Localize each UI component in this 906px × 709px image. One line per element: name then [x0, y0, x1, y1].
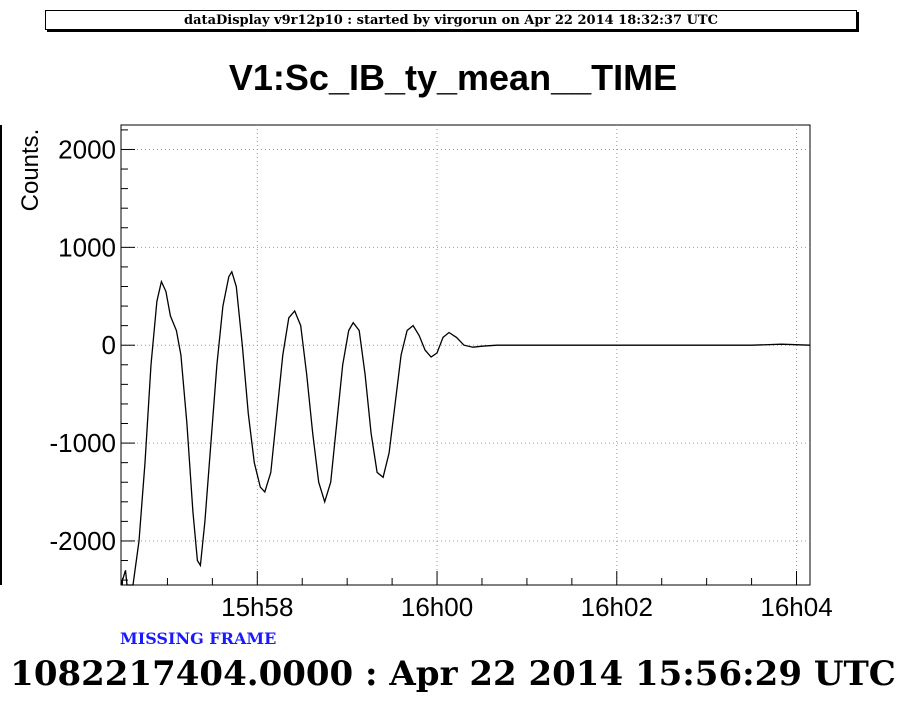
left-edge-bar: [0, 125, 5, 585]
plot-frame: [120, 124, 811, 586]
chart-title: V1:Sc_IB_ty_mean__TIME: [229, 57, 677, 98]
x-tick-label: 16h04: [760, 592, 832, 622]
y-tick-label: 1000: [58, 232, 116, 262]
x-tick-label: 15h58: [221, 592, 293, 622]
y-tick-label: -1000: [50, 428, 117, 458]
frame-timestamp: 1082217404.0000 : Apr 22 2014 15:56:29 U…: [10, 654, 896, 694]
y-tick-label: 2000: [58, 134, 116, 164]
series-line: [120, 270, 811, 586]
header-banner: dataDisplay v9r12p10 : started by virgor…: [45, 10, 857, 30]
y-tick-label: -2000: [50, 526, 117, 556]
axis-ticks: [121, 129, 798, 585]
y-axis-label: Counts.: [17, 129, 44, 212]
tick-labels: 2000 1000 0 -1000 -2000 15h58 16h00 16h02 16h04: [50, 134, 833, 622]
grid-lines: [121, 125, 810, 585]
x-tick-label: 16h00: [401, 592, 473, 622]
x-tick-label: 16h02: [581, 592, 653, 622]
y-tick-label: 0: [102, 330, 116, 360]
missing-frame-status: MISSING FRAME: [120, 629, 277, 648]
